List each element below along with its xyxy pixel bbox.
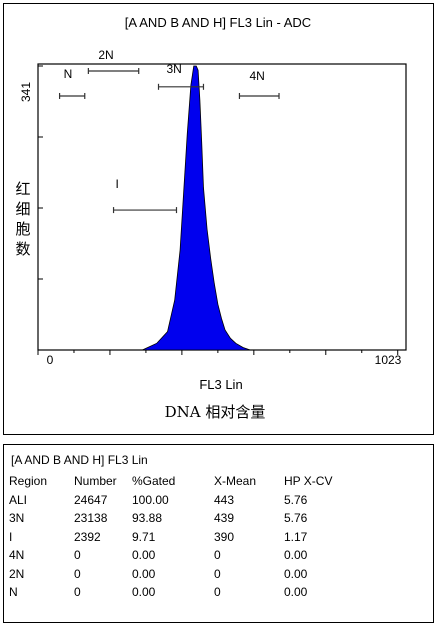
histogram-peak (142, 65, 251, 351)
table-cell: 439 (214, 511, 235, 526)
table-cell: ALI (9, 492, 28, 507)
table-cell: 93.88 (132, 511, 163, 526)
x-axis-label: FL3 Lin (199, 377, 242, 392)
table-row: ALI 24647 100.00 443 5.76 (9, 491, 364, 510)
table-cell: N (9, 585, 18, 600)
table-cell: 2N (9, 566, 25, 581)
table-cell: 3N (9, 511, 25, 526)
table-row: N 0 0.00 0 0.00 (9, 583, 364, 602)
table-row: 2N 0 0.00 0 0.00 (9, 565, 364, 584)
table-cell: 0 (214, 566, 221, 581)
table-cell: 9.71 (132, 529, 156, 544)
table-cell: 0 (214, 548, 221, 563)
table-cell: I (9, 529, 13, 544)
x-tick-label-max: 1023 (375, 353, 402, 367)
header-number: Number (74, 474, 117, 489)
axis-ticks (37, 65, 399, 355)
chart-title: [A AND B AND H] FL3 Lin - ADC (125, 15, 311, 30)
table-cell: 0.00 (132, 548, 156, 563)
table-cell: 390 (214, 529, 235, 544)
table-cell: 100.00 (132, 492, 169, 507)
table-cell: 0.00 (284, 566, 308, 581)
region-markers: N 2N 3N 4N I (58, 48, 280, 214)
y-axis-label: 红细胞数 (15, 180, 30, 258)
region-4n-label: 4N (249, 69, 264, 83)
header-hp-x-cv: HP X-CV (284, 474, 333, 489)
histogram-panel: [A AND B AND H] FL3 Lin - ADC N 2N 3N 4N I 3… (3, 3, 434, 435)
table-cell: 0.00 (284, 548, 308, 563)
table-cell: 23138 (74, 511, 108, 526)
region-n-label: N (64, 67, 73, 81)
header-region: Region (9, 474, 48, 489)
table-row: 3N 23138 93.88 439 5.76 (9, 509, 364, 528)
table-cell: 1.17 (284, 529, 308, 544)
region-3n-label: 3N (167, 62, 182, 76)
table-cell: 0.00 (132, 566, 156, 581)
table-row: I 2392 9.71 390 1.17 (9, 528, 364, 547)
statistics-panel: [A AND B AND H] FL3 Lin Region Number %G… (3, 444, 434, 623)
table-cell: 0.00 (132, 585, 156, 600)
plot-frame (37, 63, 407, 351)
y-tick-label-max: 341 (19, 82, 33, 102)
header-gated: %Gated (132, 474, 176, 489)
x-axis-label-chinese: DNA 相对含量 (165, 403, 266, 421)
table-cell: 0 (74, 548, 81, 563)
table-cell: 5.76 (284, 511, 308, 526)
header-x-mean: X-Mean (214, 474, 257, 489)
table-cell: 4N (9, 548, 25, 563)
statistics-table: Region Number %Gated X-Mean HP X-CV ALI 2… (9, 472, 364, 602)
table-cell: 0 (74, 585, 81, 600)
statistics-title: [A AND B AND H] FL3 Lin (11, 453, 148, 467)
histogram-chart: [A AND B AND H] FL3 Lin - ADC N 2N 3N 4N I 3… (15, 15, 407, 421)
table-cell: 2392 (74, 529, 101, 544)
statistics-header-row: Region Number %Gated X-Mean HP X-CV (9, 472, 364, 491)
x-tick-label-min: 0 (47, 353, 54, 367)
region-2n-label: 2N (98, 48, 113, 62)
region-i-label: I (116, 177, 119, 191)
table-row: 4N 0 0.00 0 0.00 (9, 546, 364, 565)
table-cell: 443 (214, 492, 235, 507)
table-cell: 0 (214, 585, 221, 600)
table-cell: 5.76 (284, 492, 308, 507)
table-cell: 24647 (74, 492, 108, 507)
table-cell: 0 (74, 566, 81, 581)
table-cell: 0.00 (284, 585, 308, 600)
